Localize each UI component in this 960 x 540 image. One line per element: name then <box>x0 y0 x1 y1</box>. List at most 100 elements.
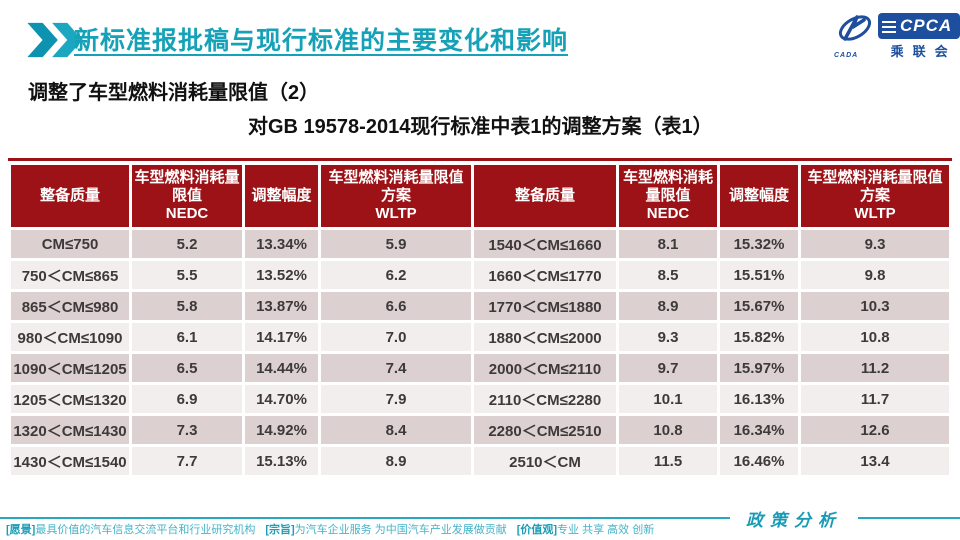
table-cell: 16.13% <box>720 385 798 413</box>
page-title: 新标准报批稿与现行标准的主要变化和影响 <box>74 27 569 55</box>
table-cell: 15.67% <box>720 292 798 320</box>
table-cell: 7.9 <box>321 385 471 413</box>
footer-line-right <box>858 517 960 519</box>
header-cell: 调整幅度 <box>720 165 798 227</box>
table-cell: CM≤750 <box>11 230 129 258</box>
table-row: 1090＜CM≤1205 6.5 14.44% 7.4 2000＜CM≤2110 9.7 1… <box>11 354 949 382</box>
footer-rule: 政策分析 <box>0 508 960 531</box>
table-cell: 1660＜CM≤1770 <box>474 261 616 289</box>
table-cell: 16.34% <box>720 416 798 444</box>
table-cell: 15.13% <box>245 447 318 475</box>
table-cell: 15.82% <box>720 323 798 351</box>
slide-subtitle: 调整了车型燃料消耗量限值（2） <box>28 82 320 104</box>
table-cell: 11.2 <box>801 354 949 382</box>
table-cell: 13.52% <box>245 261 318 289</box>
table-cell: 5.5 <box>132 261 242 289</box>
logo-text-block: CPCA 乘联会 <box>878 13 960 60</box>
header-cell: 车型燃料消耗量限值方案 WLTP <box>801 165 949 227</box>
table-cell: 1090＜CM≤1205 <box>11 354 129 382</box>
table-cell: 15.51% <box>720 261 798 289</box>
table-cell: 6.1 <box>132 323 242 351</box>
table-cell: 8.9 <box>321 447 471 475</box>
table-cell: 6.2 <box>321 261 471 289</box>
table-cell: 5.8 <box>132 292 242 320</box>
header-cell: 整备质量 <box>474 165 616 227</box>
table-cell: 11.5 <box>619 447 717 475</box>
table-row: 1430＜CM≤1540 7.7 15.13% 8.9 2510＜CM 11.5 16.46… <box>11 447 949 475</box>
table-cell: 16.46% <box>720 447 798 475</box>
table-row: 1205＜CM≤1320 6.9 14.70% 7.9 2110＜CM≤2280 10.1… <box>11 385 949 413</box>
table-row: 1320＜CM≤1430 7.3 14.92% 8.4 2280＜CM≤2510 10.8… <box>11 416 949 444</box>
policy-analysis-label: 政策分析 <box>746 510 842 531</box>
table-cell: 9.8 <box>801 261 949 289</box>
table-cell: 14.17% <box>245 323 318 351</box>
table-cell: 13.87% <box>245 292 318 320</box>
table-cell: 8.1 <box>619 230 717 258</box>
table-cell: 750＜CM≤865 <box>11 261 129 289</box>
header-row: 整备质量 车型燃料消耗量限值 NEDC 调整幅度 车型燃料消耗量限值方案 WLTP 整备质量… <box>11 165 949 227</box>
cpca-emblem-swoosh-icon: CADA <box>834 13 876 63</box>
table-cell: 13.4 <box>801 447 949 475</box>
table-cell: 10.8 <box>619 416 717 444</box>
footer-segment-label: [宗旨] <box>265 524 295 536</box>
table-cell: 10.1 <box>619 385 717 413</box>
table-cell: 6.5 <box>132 354 242 382</box>
table-top-rule <box>8 158 952 161</box>
table-cell: 14.92% <box>245 416 318 444</box>
table-cell: 8.9 <box>619 292 717 320</box>
logo-chinese-name: 乘联会 <box>890 44 957 59</box>
cpca-wordmark: CPCA <box>878 13 960 39</box>
table-cell: 2280＜CM≤2510 <box>474 416 616 444</box>
header-cell: 车型燃料消耗量限值 NEDC <box>132 165 242 227</box>
table-cell: 865＜CM≤980 <box>11 292 129 320</box>
header-cell: 车型燃料消耗量限值方案 WLTP <box>321 165 471 227</box>
table-header-row: 整备质量 车型燃料消耗量限值 NEDC 调整幅度 车型燃料消耗量限值方案 WLTP 整备质量… <box>11 165 949 227</box>
table-row: 750＜CM≤865 5.5 13.52% 6.2 1660＜CM≤1770 8.5 15.… <box>11 261 949 289</box>
fuel-limit-table: 整备质量 车型燃料消耗量限值 NEDC 调整幅度 车型燃料消耗量限值方案 WLTP 整备质量… <box>8 162 952 478</box>
footer-line-left <box>0 517 730 519</box>
table-cell: 7.0 <box>321 323 471 351</box>
double-chevron-icon <box>27 22 83 58</box>
table-row: CM≤750 5.2 13.34% 5.9 1540＜CM≤1660 8.1 15.32% 9… <box>11 230 949 258</box>
table-cell: 7.7 <box>132 447 242 475</box>
footer-motto: [愿景]最具价值的汽车信息交流平台和行业研究机构 [宗旨]为汽车企业服务 为中国汽… <box>6 521 664 537</box>
table-cell: 2510＜CM <box>474 447 616 475</box>
slide-header: 新标准报批稿与现行标准的主要变化和影响 CADA CPCA 乘联会 <box>0 0 960 70</box>
table-cell: 6.6 <box>321 292 471 320</box>
table-cell: 15.32% <box>720 230 798 258</box>
table-row: 865＜CM≤980 5.8 13.87% 6.6 1770＜CM≤1880 8.9 15.… <box>11 292 949 320</box>
table-cell: 1430＜CM≤1540 <box>11 447 129 475</box>
fuel-limit-table-wrap: 整备质量 车型燃料消耗量限值 NEDC 调整幅度 车型燃料消耗量限值方案 WLTP 整备质量… <box>8 158 952 478</box>
header-cell: 车型燃料消耗量限值 NEDC <box>619 165 717 227</box>
table-cell: 1880＜CM≤2000 <box>474 323 616 351</box>
table-cell: 1205＜CM≤1320 <box>11 385 129 413</box>
footer-segment-text: 为汽车企业服务 为中国汽车产业发展做贡献 <box>294 524 507 536</box>
table-cell: 2110＜CM≤2280 <box>474 385 616 413</box>
table-cell: 14.70% <box>245 385 318 413</box>
table-cell: 8.4 <box>321 416 471 444</box>
header-cell: 调整幅度 <box>245 165 318 227</box>
table-cell: 5.2 <box>132 230 242 258</box>
table-cell: 13.34% <box>245 230 318 258</box>
footer-segment-text: 专业 共享 高效 创新 <box>557 524 655 536</box>
table-cell: 9.3 <box>801 230 949 258</box>
table-cell: 6.9 <box>132 385 242 413</box>
table-cell: 1770＜CM≤1880 <box>474 292 616 320</box>
table-cell: 14.44% <box>245 354 318 382</box>
table-cell: 2000＜CM≤2110 <box>474 354 616 382</box>
cpca-logo: CADA CPCA 乘联会 <box>834 13 960 65</box>
table-cell: 9.3 <box>619 323 717 351</box>
header-cell: 整备质量 <box>11 165 129 227</box>
footer-segment-label: [愿景] <box>6 524 36 536</box>
table-cell: 5.9 <box>321 230 471 258</box>
table-caption: 对GB 19578-2014现行标准中表1的调整方案（表1） <box>248 116 713 138</box>
table-cell: 1540＜CM≤1660 <box>474 230 616 258</box>
table-body: CM≤750 5.2 13.34% 5.9 1540＜CM≤1660 8.1 15.32% 9… <box>11 230 949 475</box>
table-cell: 9.7 <box>619 354 717 382</box>
table-cell: 1320＜CM≤1430 <box>11 416 129 444</box>
emblem-caption: CADA <box>834 52 859 59</box>
footer-segment-label: [价值观] <box>516 524 558 536</box>
table-cell: 980＜CM≤1090 <box>11 323 129 351</box>
table-cell: 8.5 <box>619 261 717 289</box>
